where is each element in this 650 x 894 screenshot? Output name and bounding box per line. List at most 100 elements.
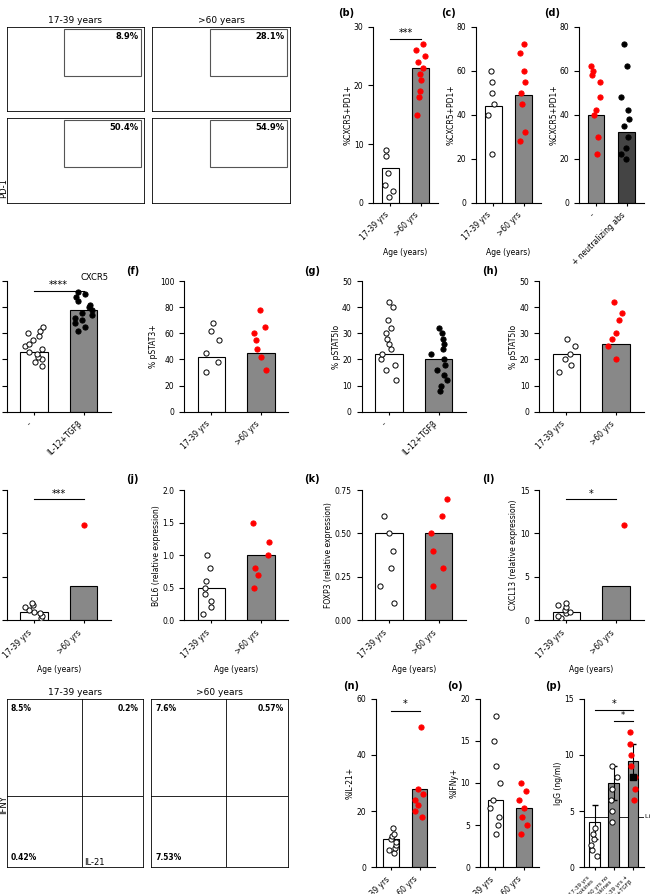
Text: (l): (l) xyxy=(482,475,494,485)
Text: IFNY: IFNY xyxy=(0,796,8,814)
Text: *: * xyxy=(403,699,408,709)
Point xyxy=(562,332,572,346)
Point xyxy=(385,832,396,847)
Point xyxy=(35,324,46,338)
Point xyxy=(412,55,423,69)
Point xyxy=(261,363,271,377)
Text: Limit of detection: Limit of detection xyxy=(645,814,650,819)
Bar xyxy=(382,168,398,203)
Point xyxy=(554,366,564,380)
Point xyxy=(428,544,438,558)
Point xyxy=(389,846,399,860)
Point xyxy=(587,843,597,857)
Point xyxy=(388,300,398,315)
Point xyxy=(428,578,438,593)
Text: (j): (j) xyxy=(127,475,139,485)
Point xyxy=(417,810,427,824)
Point xyxy=(493,818,503,832)
Title: 17-39 years: 17-39 years xyxy=(48,16,102,25)
Point xyxy=(264,535,274,549)
Y-axis label: %CXCR5+PD1+: %CXCR5+PD1+ xyxy=(343,85,352,145)
Y-axis label: %CXCR5+PD1+: %CXCR5+PD1+ xyxy=(549,85,558,145)
Y-axis label: BCL6 (relative expression): BCL6 (relative expression) xyxy=(152,505,161,605)
Point xyxy=(29,355,40,369)
Point xyxy=(381,148,391,163)
Point xyxy=(384,295,395,309)
X-axis label: Age (years): Age (years) xyxy=(486,248,530,257)
Point xyxy=(588,63,598,78)
Bar xyxy=(384,839,399,867)
Point xyxy=(202,548,212,562)
Bar xyxy=(618,132,635,203)
Point xyxy=(414,90,424,105)
Point xyxy=(514,793,524,807)
Point xyxy=(387,821,398,835)
Bar xyxy=(485,106,502,203)
Point xyxy=(437,509,447,523)
Point xyxy=(32,350,43,364)
Point xyxy=(70,311,81,325)
Text: IL-21: IL-21 xyxy=(84,858,105,867)
Text: (n): (n) xyxy=(343,680,359,691)
Text: (d): (d) xyxy=(544,8,560,18)
Point xyxy=(380,143,391,157)
Point xyxy=(486,63,497,78)
Point xyxy=(72,284,83,299)
Point xyxy=(623,104,633,118)
Point xyxy=(208,316,218,330)
Text: (k): (k) xyxy=(304,475,320,485)
Point xyxy=(488,793,499,807)
Point xyxy=(622,59,632,73)
Bar xyxy=(628,761,638,867)
Y-axis label: FOXP3 (relative expression): FOXP3 (relative expression) xyxy=(324,502,333,608)
Point xyxy=(37,342,47,356)
Point xyxy=(250,333,261,347)
Point xyxy=(522,818,532,832)
Point xyxy=(410,793,421,807)
Point xyxy=(380,178,390,192)
Point xyxy=(86,308,97,323)
Point xyxy=(611,352,621,367)
Bar xyxy=(412,68,429,203)
Point xyxy=(485,801,495,815)
Point xyxy=(437,326,448,341)
Point xyxy=(520,75,530,89)
Point xyxy=(488,148,498,162)
Point xyxy=(609,295,619,309)
Point xyxy=(76,313,86,327)
Point xyxy=(593,130,603,144)
Text: ***: *** xyxy=(398,28,413,38)
Point xyxy=(630,781,641,796)
Point xyxy=(383,313,393,327)
Point xyxy=(27,597,38,611)
Bar xyxy=(488,800,503,867)
Point xyxy=(487,86,497,100)
Point xyxy=(391,838,401,852)
Title: >60 years: >60 years xyxy=(198,16,245,25)
Y-axis label: % pSTAT3+: % pSTAT3+ xyxy=(150,325,159,368)
Point xyxy=(519,63,529,78)
Point xyxy=(27,333,38,347)
Point xyxy=(389,840,400,855)
Bar xyxy=(198,587,225,620)
Y-axis label: % pSTAT5lo: % pSTAT5lo xyxy=(509,325,518,368)
Point xyxy=(391,373,401,387)
Point xyxy=(566,604,576,619)
Point xyxy=(387,829,398,843)
Y-axis label: %IL-21+: %IL-21+ xyxy=(346,767,355,799)
Bar xyxy=(64,29,142,76)
Point xyxy=(263,548,273,562)
Text: 50.4%: 50.4% xyxy=(110,123,138,132)
Bar xyxy=(425,534,452,620)
Point xyxy=(552,609,563,623)
Point xyxy=(379,509,389,523)
Point xyxy=(389,595,399,610)
Point xyxy=(439,368,450,383)
Point xyxy=(410,804,420,818)
Bar xyxy=(20,351,47,411)
Bar xyxy=(375,534,402,620)
Point xyxy=(37,352,47,367)
Point xyxy=(375,578,385,593)
Point xyxy=(37,609,47,623)
Point xyxy=(437,332,448,346)
